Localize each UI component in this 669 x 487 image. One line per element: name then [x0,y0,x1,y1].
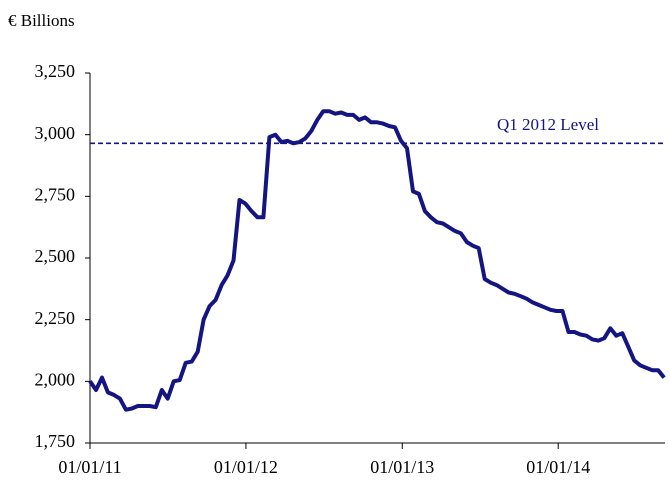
y-axis-unit: € Billions [8,11,75,30]
y-tick-label: 2,000 [35,369,76,389]
reference-label: Q1 2012 Level [497,115,599,134]
x-tick-label: 01/01/14 [526,457,590,477]
y-tick-label: 3,000 [35,123,76,143]
y-tick-label: 3,250 [35,61,76,81]
y-tick-label: 2,750 [35,184,76,204]
y-tick-label: 2,500 [35,246,76,266]
x-tick-label: 01/01/11 [58,457,121,477]
x-tick-label: 01/01/13 [370,457,434,477]
x-tick-label: 01/01/12 [214,457,278,477]
data-line [88,109,666,412]
y-tick-label: 1,750 [35,431,76,451]
y-tick-label: 2,250 [35,308,76,328]
